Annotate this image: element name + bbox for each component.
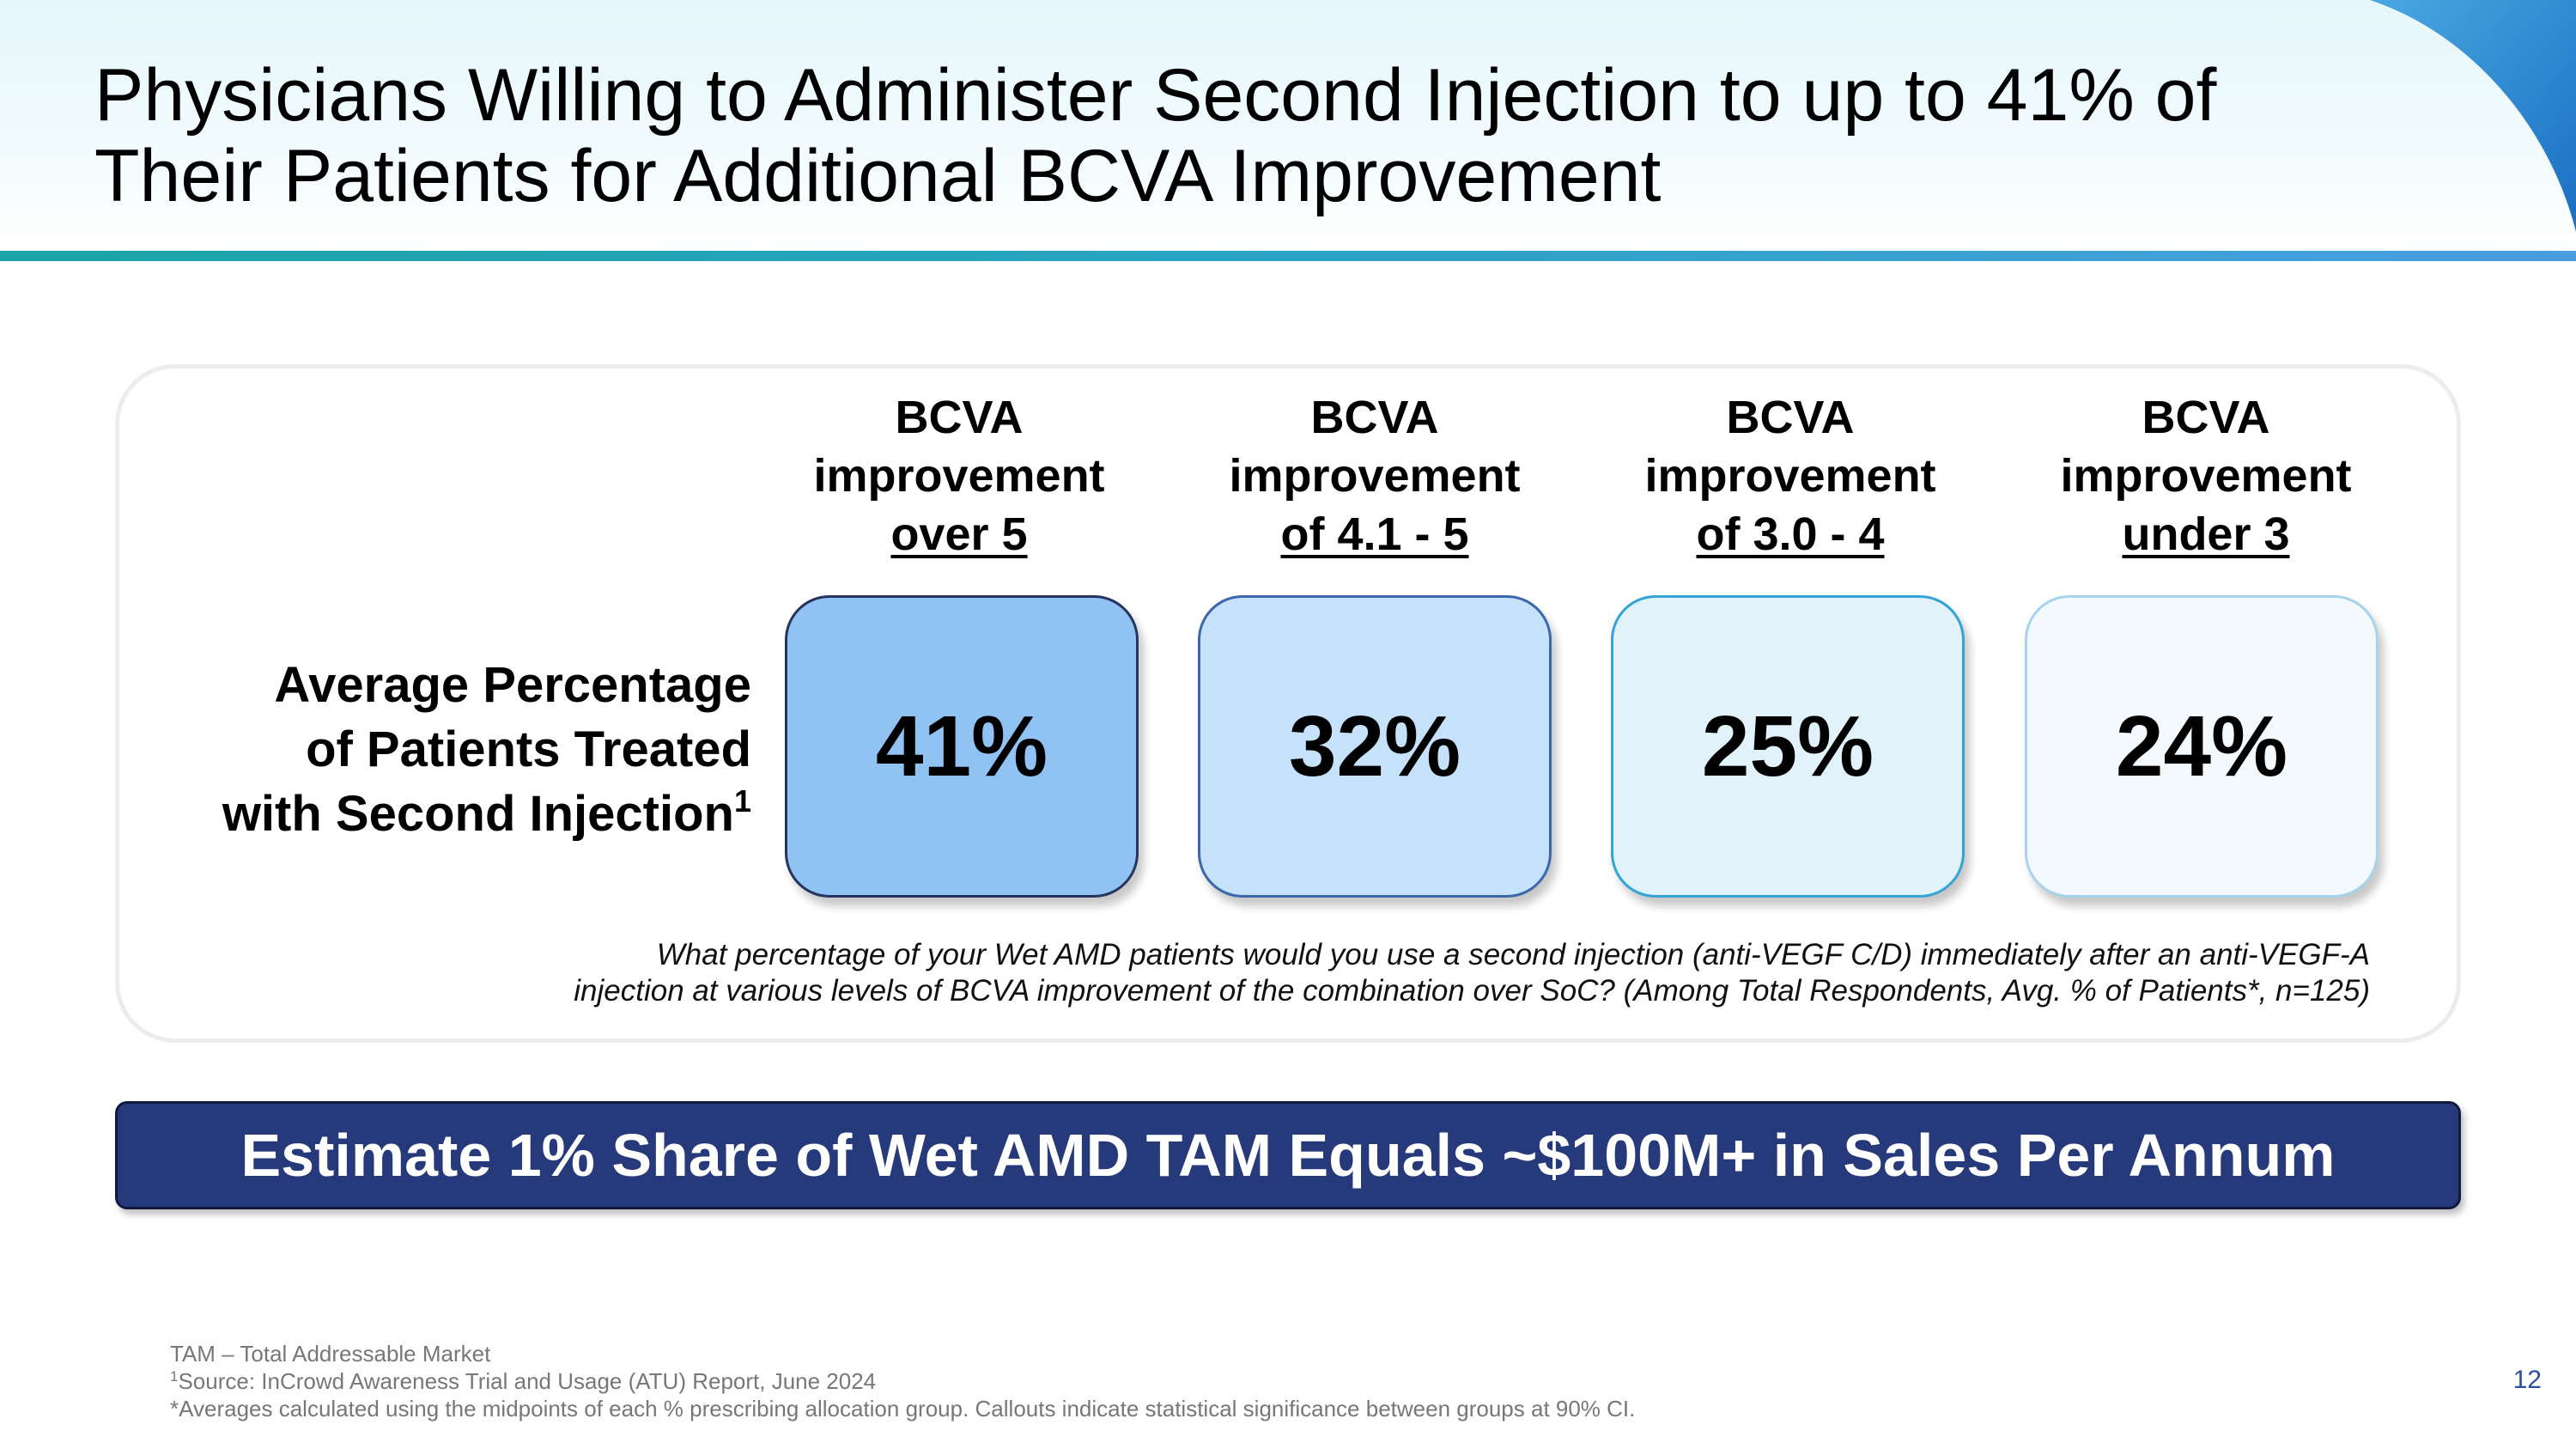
percentage-value: 25% (1701, 697, 1874, 795)
column-header-line: improvement (1644, 450, 1936, 502)
column-header-over-5: BCVA improvement over 5 (779, 388, 1139, 563)
callout-banner: Estimate 1% Share of Wet AMD TAM Equals … (115, 1101, 2461, 1209)
column-header-line: BCVA (2142, 392, 2270, 443)
column-header-under-3: BCVA improvement under 3 (2026, 388, 2386, 563)
header-background (0, 0, 2576, 251)
header-swoosh-decoration (2370, 0, 2576, 232)
value-box-3-0-to-4: 25% (1611, 595, 1965, 898)
footnote-line: *Averages calculated using the midpoints… (170, 1396, 1636, 1422)
column-header-line: BCVA (895, 392, 1024, 443)
row-label-line: of Patients Treated (306, 721, 751, 777)
column-header-range: over 5 (890, 508, 1028, 560)
column-header-4-1-to-5: BCVA improvement of 4.1 - 5 (1194, 388, 1555, 563)
footnote-line: Source: InCrowd Awareness Trial and Usag… (178, 1368, 877, 1394)
survey-question-line: injection at various levels of BCVA impr… (574, 974, 2370, 1008)
header-divider (0, 251, 2576, 261)
page-number: 12 (2512, 1366, 2542, 1394)
row-label: Average Percentage of Patients Treated w… (137, 653, 751, 846)
column-header-range: under 3 (2122, 508, 2290, 560)
footnote-line: TAM – Total Addressable Market (170, 1341, 491, 1367)
value-box-under-3: 24% (2025, 595, 2379, 898)
row-label-line: with Second Injection (222, 786, 734, 842)
title-line-2: Their Patients for Additional BCVA Impro… (94, 135, 1662, 217)
page-title: Physicians Willing to Administer Second … (94, 55, 2327, 216)
percentage-value: 24% (2115, 697, 2288, 795)
value-box-4-1-to-5: 32% (1198, 595, 1552, 898)
footnote-marker: 1 (170, 1368, 179, 1385)
column-header-range: of 3.0 - 4 (1696, 508, 1885, 560)
column-header-3-0-to-4: BCVA improvement of 3.0 - 4 (1610, 388, 1971, 563)
column-header-line: BCVA (1726, 392, 1855, 443)
survey-question-line: What percentage of your Wet AMD patients… (656, 938, 2370, 971)
column-header-line: improvement (1229, 450, 1521, 502)
title-line-1: Physicians Willing to Administer Second … (94, 54, 2217, 137)
column-header-line: BCVA (1310, 392, 1439, 443)
survey-question-note: What percentage of your Wet AMD patients… (343, 937, 2370, 1009)
footnotes: TAM – Total Addressable Market 1Source: … (170, 1340, 2231, 1422)
percentage-value: 32% (1288, 697, 1461, 795)
callout-banner-text: Estimate 1% Share of Wet AMD TAM Equals … (240, 1122, 2336, 1189)
column-header-line: improvement (813, 450, 1105, 502)
row-label-line: Average Percentage (274, 657, 751, 713)
percentage-value: 41% (875, 697, 1048, 795)
column-header-line: improvement (2060, 450, 2352, 502)
column-header-range: of 4.1 - 5 (1280, 508, 1469, 560)
footnote-marker: 1 (733, 783, 751, 819)
value-box-over-5: 41% (785, 595, 1139, 898)
